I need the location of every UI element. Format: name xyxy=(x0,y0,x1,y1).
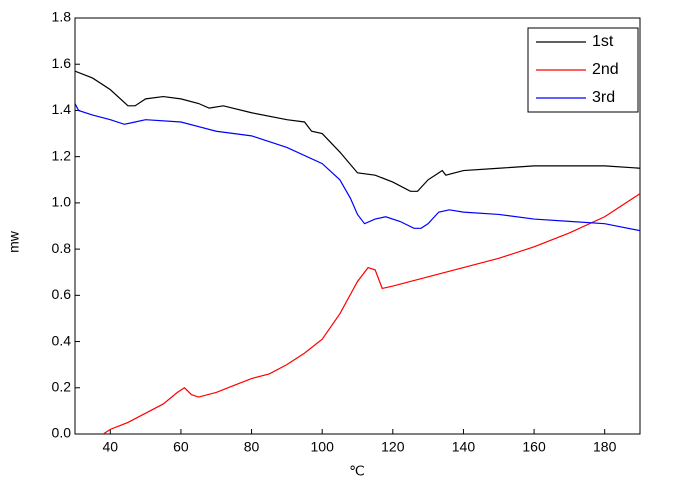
series-line xyxy=(75,103,640,232)
y-tick-label: 0.0 xyxy=(52,425,72,441)
y-tick-label: 1.8 xyxy=(52,9,72,25)
y-tick-label: 1.4 xyxy=(52,101,72,117)
y-tick-label: 0.2 xyxy=(52,378,72,394)
x-tick-label: 160 xyxy=(522,439,546,455)
x-tick-label: 100 xyxy=(311,439,335,455)
y-axis-label: mw xyxy=(6,230,22,253)
x-tick-label: 60 xyxy=(173,439,189,455)
y-tick-label: 1.0 xyxy=(52,194,72,210)
y-tick-label: 0.4 xyxy=(52,332,72,348)
x-tick-label: 80 xyxy=(244,439,260,455)
legend-label: 2nd xyxy=(592,61,619,78)
x-tick-label: 40 xyxy=(103,439,119,455)
legend-label: 3rd xyxy=(592,89,615,106)
series-line xyxy=(102,193,640,434)
x-axis-label: ℃ xyxy=(349,463,365,479)
plot-area xyxy=(75,70,640,434)
y-tick-label: 1.6 xyxy=(52,55,72,71)
series-line xyxy=(75,70,640,192)
legend-label: 1st xyxy=(592,33,614,50)
x-tick-label: 120 xyxy=(381,439,405,455)
y-tick-label: 0.8 xyxy=(52,240,72,256)
x-tick-label: 140 xyxy=(452,439,476,455)
y-tick-label: 1.2 xyxy=(52,147,72,163)
plot-frame xyxy=(74,17,641,435)
y-tick-label: 0.6 xyxy=(52,286,72,302)
x-tick-label: 180 xyxy=(593,439,617,455)
